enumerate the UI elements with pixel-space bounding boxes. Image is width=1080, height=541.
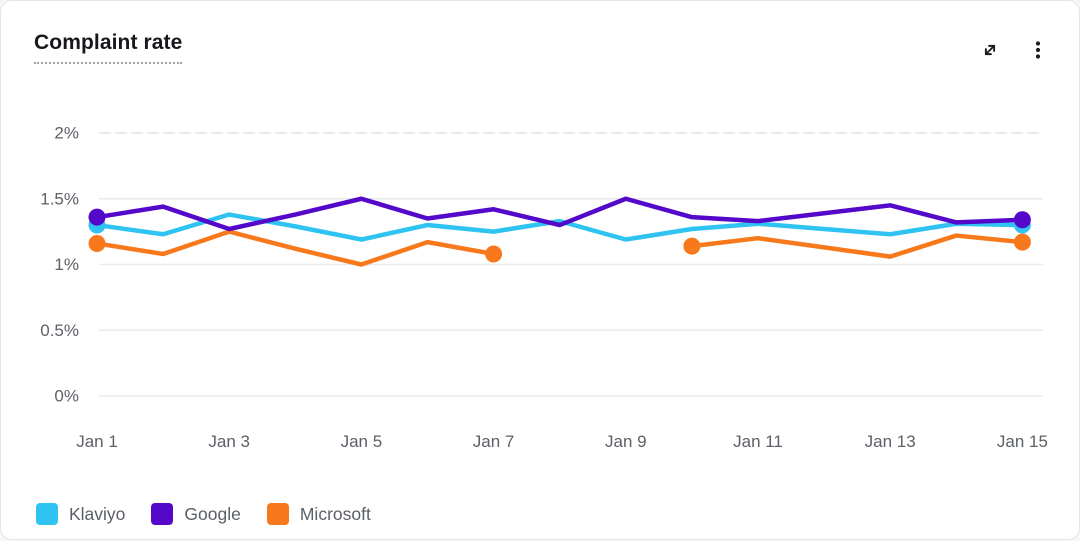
- google-point-marker[interactable]: [1014, 211, 1031, 228]
- google-swatch: [151, 503, 173, 525]
- x-axis-tick-label: Jan 7: [473, 432, 515, 451]
- expand-button[interactable]: [977, 37, 1003, 63]
- legend-item-microsoft[interactable]: Microsoft: [267, 503, 371, 525]
- header-actions: [977, 37, 1051, 63]
- microsoft-label: Microsoft: [300, 504, 371, 525]
- y-axis-tick-label: 1.5%: [40, 189, 79, 208]
- y-axis-tick-label: 1%: [54, 255, 79, 274]
- kebab-menu-icon: [1028, 38, 1048, 62]
- klaviyo-label: Klaviyo: [69, 504, 125, 525]
- google-label: Google: [184, 504, 240, 525]
- x-axis-tick-label: Jan 11: [733, 432, 783, 451]
- x-axis-tick-label: Jan 5: [341, 432, 383, 451]
- chart-legend: Klaviyo Google Microsoft: [36, 503, 371, 525]
- chart-title[interactable]: Complaint rate: [34, 31, 182, 64]
- more-options-button[interactable]: [1025, 37, 1051, 63]
- expand-icon: [979, 39, 1001, 61]
- card-header: Complaint rate: [34, 31, 1051, 64]
- microsoft-point-marker[interactable]: [1014, 234, 1031, 251]
- microsoft-point-marker[interactable]: [485, 245, 502, 262]
- microsoft-line[interactable]: [97, 232, 494, 265]
- google-point-marker[interactable]: [89, 209, 106, 226]
- microsoft-point-marker[interactable]: [683, 238, 700, 255]
- x-axis-tick-label: Jan 13: [865, 432, 916, 451]
- microsoft-swatch: [267, 503, 289, 525]
- x-axis-tick-label: Jan 1: [76, 432, 118, 451]
- legend-item-google[interactable]: Google: [151, 503, 240, 525]
- y-axis-tick-label: 0%: [54, 387, 79, 406]
- klaviyo-swatch: [36, 503, 58, 525]
- y-axis-tick-label: 2%: [54, 124, 79, 143]
- microsoft-line[interactable]: [692, 236, 1023, 257]
- x-axis-tick-label: Jan 9: [605, 432, 647, 451]
- x-axis-tick-label: Jan 15: [997, 432, 1048, 451]
- microsoft-point-marker[interactable]: [89, 235, 106, 252]
- legend-item-klaviyo[interactable]: Klaviyo: [36, 503, 125, 525]
- x-axis-tick-label: Jan 3: [208, 432, 250, 451]
- y-axis-tick-label: 0.5%: [40, 321, 79, 340]
